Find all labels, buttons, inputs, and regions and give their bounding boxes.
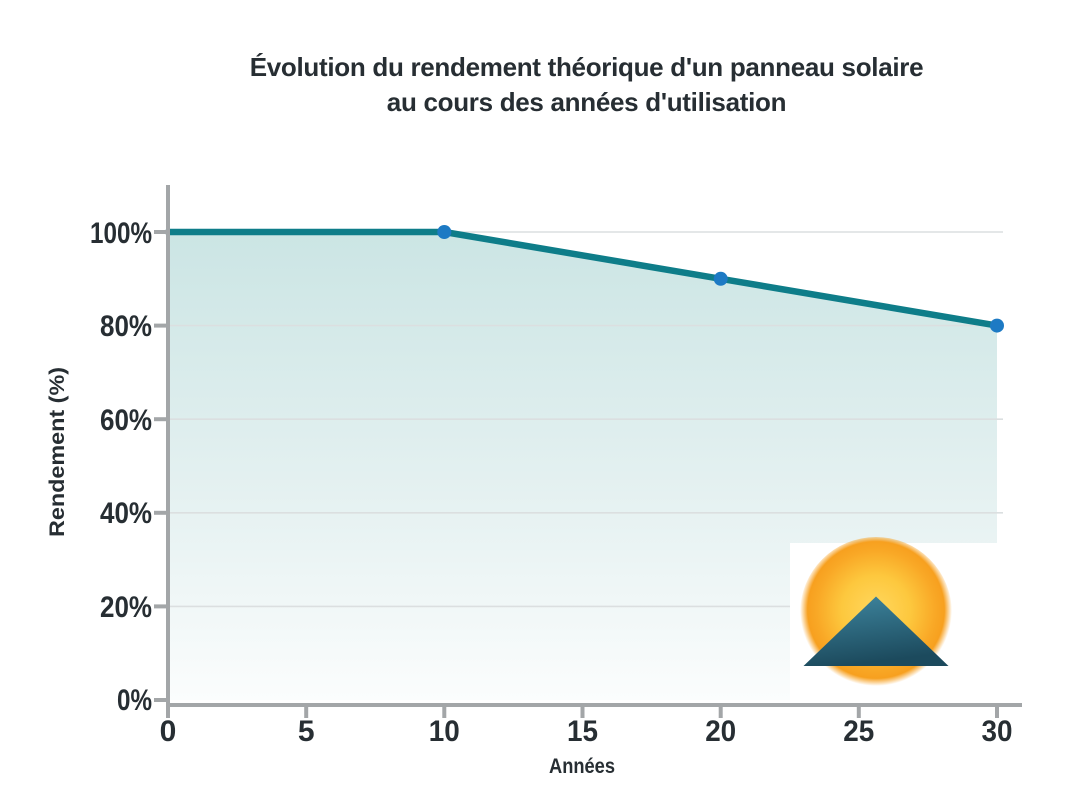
x-tick-label-0: 0 <box>160 715 177 748</box>
chart-title-line-2: au cours des années d'utilisation <box>386 87 787 117</box>
x-tick-label-25: 25 <box>843 715 874 748</box>
data-point-markers <box>437 225 1004 333</box>
y-tick-label-40: 40% <box>100 497 152 530</box>
y-tick-label-0: 0% <box>117 684 152 717</box>
area-fill <box>168 232 997 700</box>
x-tick-label-5: 5 <box>298 715 315 748</box>
data-point <box>437 225 452 239</box>
axes <box>166 185 1022 707</box>
x-axis-ticks <box>166 706 999 718</box>
x-tick-label-20: 20 <box>705 715 736 748</box>
chart-title: Évolution du rendement théorique d'un pa… <box>170 50 1003 120</box>
y-axis-title: Rendement (%) <box>46 367 69 537</box>
x-axis-title: Années <box>549 755 615 778</box>
x-tick-label-15: 15 <box>567 715 598 748</box>
y-tick-label-100: 100% <box>90 217 152 250</box>
chart-title-line-1: Évolution du rendement théorique d'un pa… <box>249 52 924 82</box>
sun-mountain-logo <box>790 537 1003 702</box>
y-axis-labels: 100% 80% 60% 40% 20% 0% <box>90 217 152 717</box>
x-tick-label-30: 30 <box>982 715 1013 748</box>
y-tick-label-20: 20% <box>100 591 152 624</box>
y-tick-label-60: 60% <box>100 404 152 437</box>
y-tick-label-80: 80% <box>100 310 152 343</box>
mountain-icon <box>803 596 949 666</box>
data-point <box>990 318 1004 333</box>
x-tick-label-10: 10 <box>429 715 460 748</box>
x-axis-labels: 0 5 10 15 20 25 30 <box>160 715 1013 748</box>
y-axis-ticks <box>154 230 167 702</box>
data-line <box>164 228 1001 329</box>
data-point <box>713 271 728 286</box>
